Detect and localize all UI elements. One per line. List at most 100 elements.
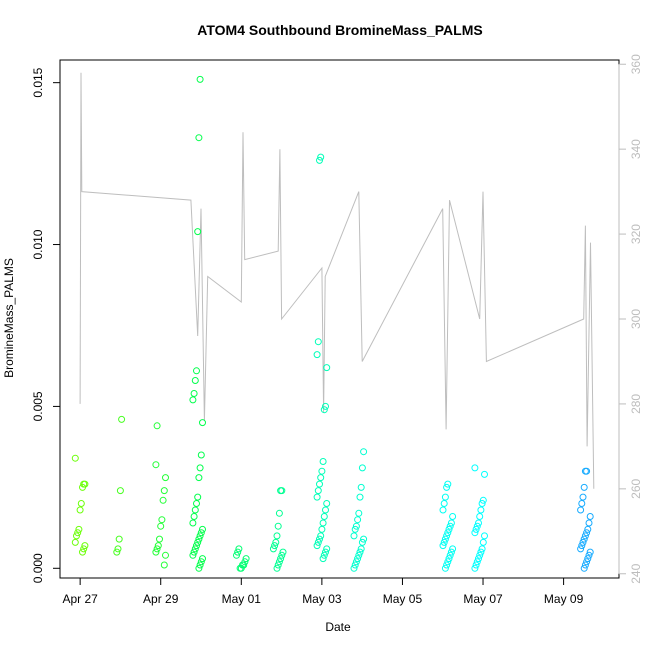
scatter-point: [443, 561, 451, 569]
scatter-point: [271, 542, 279, 550]
scatter-point: [152, 548, 160, 556]
scatter-point: [159, 496, 167, 504]
scatter-point: [191, 506, 199, 514]
y2-tick-label: 360: [629, 54, 643, 74]
scatter-point: [153, 545, 161, 553]
scatter-point: [354, 516, 362, 524]
x-tick-label: May 03: [302, 592, 342, 606]
scatter-point: [472, 561, 480, 569]
scatter-point: [583, 558, 591, 566]
scatter-point: [449, 545, 457, 553]
scatter-point: [357, 545, 365, 553]
scatter-point: [475, 555, 482, 563]
scatter-point: [475, 519, 482, 527]
scatter-point: [79, 548, 86, 556]
scatter-point: [193, 367, 200, 375]
scatter-point: [446, 551, 454, 559]
scatter-point: [449, 513, 457, 520]
scatter-point: [189, 396, 197, 404]
scatter-point: [279, 548, 287, 556]
scatter-layer: [71, 75, 594, 572]
scatter-point: [445, 555, 453, 563]
scatter-point: [199, 525, 206, 533]
scatter-point: [322, 548, 329, 556]
scatter-point: [581, 467, 589, 475]
x-tick-label: Apr 27: [62, 592, 98, 606]
line-series-layer: [79, 72, 595, 489]
scatter-point: [439, 506, 447, 514]
scatter-point: [196, 75, 204, 83]
scatter-point: [322, 506, 329, 514]
scatter-point: [441, 564, 449, 572]
scatter-point: [358, 464, 366, 472]
scatter-point: [360, 535, 368, 543]
scatter-point: [358, 538, 366, 546]
scatter-point: [274, 522, 282, 530]
scatter-point: [162, 474, 169, 482]
y-tick-label: 0.000: [31, 553, 45, 583]
scatter-point: [115, 535, 123, 543]
scatter-point: [116, 487, 124, 495]
scatter-point: [360, 448, 368, 456]
x-tick-label: May 09: [544, 592, 584, 606]
scatter-point: [197, 451, 205, 459]
scatter-point: [193, 542, 200, 550]
scatter-point: [323, 364, 331, 372]
scatter-point: [189, 551, 197, 559]
scatter-point: [476, 551, 484, 559]
scatter-point: [118, 415, 126, 423]
scatter-point: [444, 529, 452, 537]
scatter-point: [153, 422, 161, 430]
scatter-point: [323, 545, 331, 553]
scatter-point: [316, 480, 323, 488]
y2-tick-label: 240: [629, 563, 643, 583]
scatter-point: [313, 493, 321, 501]
scatter-point: [195, 535, 203, 543]
scatter-point: [196, 532, 204, 540]
scatter-point: [152, 461, 160, 469]
scatter-point: [113, 548, 121, 556]
scatter-point: [195, 564, 203, 572]
scatter-point: [584, 525, 592, 533]
scatter-point: [585, 519, 593, 527]
scatter-point: [157, 522, 165, 530]
scatter-point: [579, 493, 587, 501]
scatter-point: [355, 551, 363, 559]
scatter-point: [440, 538, 448, 546]
scatter-point: [586, 513, 594, 520]
scatter-point: [473, 522, 481, 530]
scatter-point: [189, 519, 197, 527]
axes-layer: Apr 27 Apr 29 May 01 May 03 May 05 May 07 May …: [31, 54, 643, 606]
scatter-point: [242, 555, 250, 563]
scatter-point: [481, 470, 488, 478]
scatter-point: [199, 419, 206, 427]
scatter-point: [444, 558, 452, 566]
scatter-point: [275, 558, 283, 566]
scatter-point: [322, 402, 329, 410]
scatter-point: [236, 564, 244, 572]
scatter-point: [76, 506, 84, 514]
scatter-point: [479, 496, 487, 504]
scatter-point: [162, 551, 169, 559]
scatter-point: [317, 532, 325, 540]
scatter-point: [81, 542, 89, 550]
x-tick-label: May 01: [222, 592, 262, 606]
scatter-point: [577, 506, 585, 514]
scatter-point: [583, 529, 591, 537]
scatter-point: [195, 474, 203, 482]
scatter-point: [314, 487, 322, 495]
scatter-point: [584, 555, 592, 563]
scatter-point: [197, 558, 205, 566]
x-axis-label: Date: [325, 620, 351, 634]
scatter-point: [478, 500, 486, 507]
scatter-point: [447, 548, 455, 556]
scatter-point: [445, 525, 453, 533]
scatter-point: [356, 548, 364, 556]
scatter-point: [114, 545, 122, 553]
scatter-point: [160, 487, 168, 495]
scatter-point: [71, 454, 79, 462]
scatter-point: [447, 519, 455, 527]
y-tick-label: 0.005: [31, 391, 45, 421]
scatter-point: [439, 542, 447, 550]
scatter-point: [195, 134, 203, 142]
